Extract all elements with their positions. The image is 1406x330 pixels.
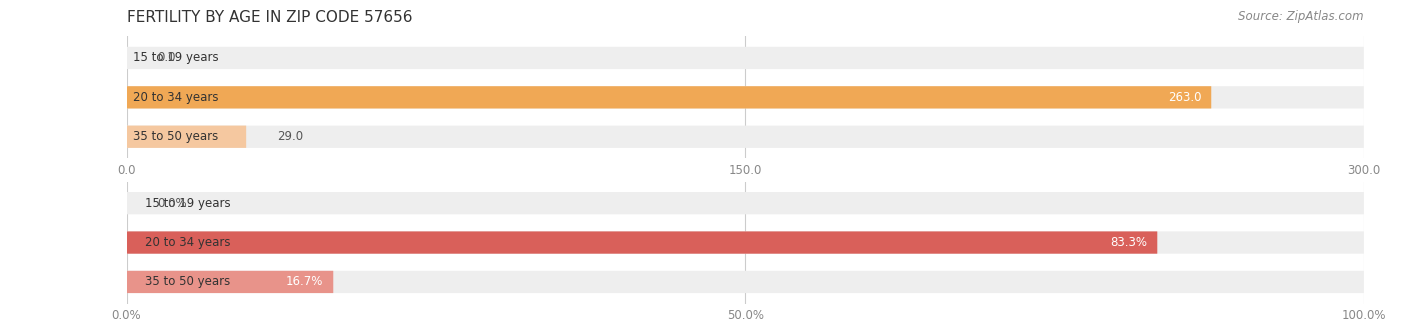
- FancyBboxPatch shape: [127, 192, 1364, 214]
- Text: FERTILITY BY AGE IN ZIP CODE 57656: FERTILITY BY AGE IN ZIP CODE 57656: [127, 10, 412, 25]
- Text: 0.0%: 0.0%: [157, 197, 187, 210]
- FancyBboxPatch shape: [127, 271, 333, 293]
- Text: 263.0: 263.0: [1168, 91, 1201, 104]
- Text: 35 to 50 years: 35 to 50 years: [145, 276, 231, 288]
- Text: 20 to 34 years: 20 to 34 years: [145, 236, 231, 249]
- Text: 20 to 34 years: 20 to 34 years: [132, 91, 218, 104]
- Text: 0.0: 0.0: [157, 51, 176, 64]
- FancyBboxPatch shape: [127, 47, 1364, 69]
- Text: 83.3%: 83.3%: [1111, 236, 1147, 249]
- Text: 29.0: 29.0: [277, 130, 304, 143]
- Text: 15 to 19 years: 15 to 19 years: [132, 51, 218, 64]
- Text: 15 to 19 years: 15 to 19 years: [145, 197, 231, 210]
- Text: 35 to 50 years: 35 to 50 years: [132, 130, 218, 143]
- FancyBboxPatch shape: [127, 231, 1364, 254]
- FancyBboxPatch shape: [127, 126, 246, 148]
- FancyBboxPatch shape: [127, 86, 1364, 109]
- FancyBboxPatch shape: [127, 86, 1211, 109]
- FancyBboxPatch shape: [127, 271, 1364, 293]
- Text: Source: ZipAtlas.com: Source: ZipAtlas.com: [1239, 10, 1364, 23]
- Text: 16.7%: 16.7%: [285, 276, 323, 288]
- FancyBboxPatch shape: [127, 126, 1364, 148]
- FancyBboxPatch shape: [127, 231, 1157, 254]
